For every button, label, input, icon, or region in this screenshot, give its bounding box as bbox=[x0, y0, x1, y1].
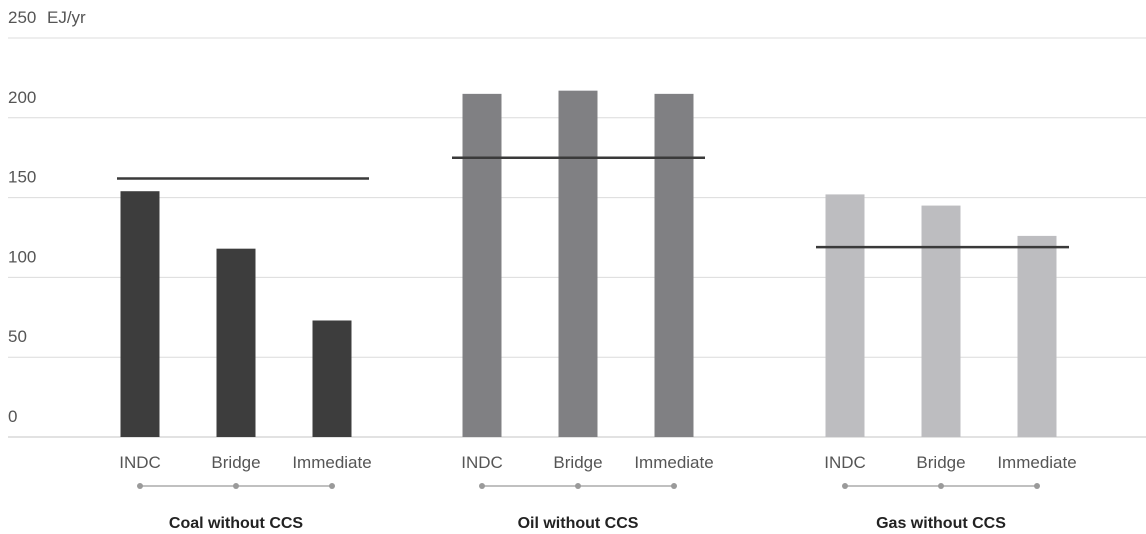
bar-1-0 bbox=[462, 93, 502, 438]
reference-lines bbox=[117, 156, 1069, 249]
y-unit-label: EJ/yr bbox=[47, 8, 86, 27]
category-label-2-0: INDC bbox=[824, 453, 866, 472]
category-label-0-2: Immediate bbox=[292, 453, 371, 472]
category-label-1-1: Bridge bbox=[553, 453, 602, 472]
bar-2-2 bbox=[1017, 235, 1057, 437]
y-tick-label-150: 150 bbox=[8, 168, 36, 187]
bar-1-2 bbox=[654, 93, 694, 438]
bar-0-0 bbox=[120, 191, 160, 437]
category-label-2-1: Bridge bbox=[916, 453, 965, 472]
group-title-2: Gas without CCS bbox=[876, 515, 1006, 532]
bar-2-1 bbox=[921, 205, 961, 437]
group-title-1: Oil without CCS bbox=[518, 515, 639, 532]
y-tick-label-200: 200 bbox=[8, 88, 36, 107]
category-labels: INDC Bridge Immediate Coal without CCS INDC B… bbox=[119, 453, 1076, 532]
y-tick-label-100: 100 bbox=[8, 247, 36, 266]
category-label-1-2: Immediate bbox=[634, 453, 713, 472]
y-tick-label-250: 250 bbox=[8, 8, 36, 27]
category-label-0-0: INDC bbox=[119, 453, 161, 472]
bars bbox=[120, 90, 1057, 438]
bar-1-1 bbox=[558, 90, 598, 437]
category-label-0-1: Bridge bbox=[211, 453, 260, 472]
bar-0-2 bbox=[312, 320, 352, 437]
y-tick-label-50: 50 bbox=[8, 327, 27, 346]
category-label-1-0: INDC bbox=[461, 453, 503, 472]
y-tick-label-0: 0 bbox=[8, 407, 17, 426]
y-axis-ticks: 0 50 100 150 200 250 EJ/yr bbox=[8, 8, 86, 426]
category-label-2-2: Immediate bbox=[997, 453, 1076, 472]
bar-2-0 bbox=[825, 194, 865, 437]
group-title-0: Coal without CCS bbox=[169, 515, 304, 532]
bar-0-1 bbox=[216, 248, 256, 437]
